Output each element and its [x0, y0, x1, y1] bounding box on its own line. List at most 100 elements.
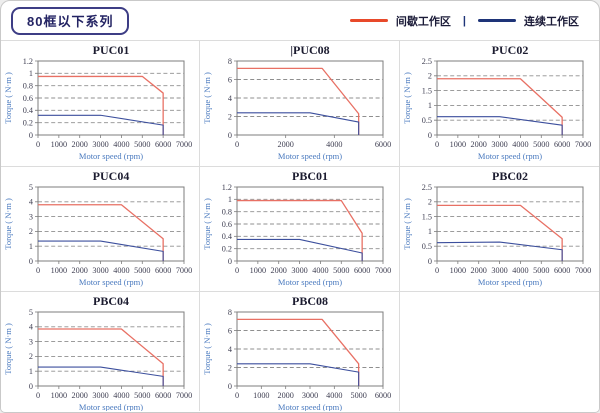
x-tick-label: 6000: [155, 140, 171, 149]
x-tick-label: 7000: [176, 266, 192, 275]
x-tick-label: 4000: [512, 266, 528, 275]
chart-title: PBC08: [292, 294, 328, 308]
y-tick-label: 0.8: [222, 207, 232, 216]
y-tick-label: 1: [428, 101, 432, 110]
x-tick-label: 0: [36, 266, 40, 275]
x-tick-label: 7000: [375, 266, 391, 275]
x-tick-label: 4000: [326, 140, 342, 149]
plot-area: [37, 186, 185, 262]
y-tick-label: 0.6: [23, 94, 33, 103]
chart-title: PBC02: [492, 169, 528, 183]
x-tick-label: 2000: [470, 266, 486, 275]
x-tick-label: 7000: [574, 266, 590, 275]
chart-PUC04: 0 1 2 3 4 5 0 1000 2000 3000 4000 5000 6000 7000 PUC04…: [3, 169, 192, 287]
x-tick-label: 2000: [470, 140, 486, 149]
chart-cell-PBC04: 0 1 2 3 4 5 0 1000 2000 3000 4000 5000 6000 7000 PBC04…: [1, 292, 201, 411]
y-tick-label: 0: [29, 131, 33, 140]
chart-cell-PUC04: 0 1 2 3 4 5 0 1000 2000 3000 4000 5000 6000 7000 PUC04…: [1, 167, 201, 292]
continuous-line-icon: [478, 19, 516, 22]
x-tick-label: 3000: [92, 140, 108, 149]
x-tick-label: 2000: [72, 140, 88, 149]
series-intermittent: [38, 204, 164, 261]
x-tick-label: 1000: [51, 266, 67, 275]
y-tick-label: 8: [228, 57, 232, 66]
x-tick-label: 6000: [554, 140, 570, 149]
plot-area: [436, 60, 584, 136]
y-axis-label: Torque ( N·m ): [202, 323, 212, 375]
x-tick-label: 7000: [176, 140, 192, 149]
series-intermittent: [436, 78, 563, 135]
chart-title: |PUC08: [291, 43, 330, 57]
legend-item-intermittent: 间歇工作区: [349, 13, 451, 29]
series-continuous: [436, 241, 563, 261]
chart-PBC08: 0 2 4 6 8 0 1000 2000 3000 4000 5000 6000 PBC08 Motor…: [202, 294, 391, 411]
series-continuous: [237, 112, 360, 135]
series-intermittent: [436, 204, 563, 261]
plot-area: [436, 186, 584, 262]
chart-cell-PUC02: 0 0.5 1 1.5 2 2.5 0 1000 2000 3000 4000 5000 6000 700…: [399, 41, 599, 167]
y-tick-label: 6: [228, 326, 232, 335]
y-tick-label: 4: [228, 94, 232, 103]
y-tick-label: 3: [29, 337, 33, 346]
x-tick-label: 4000: [113, 391, 129, 400]
x-tick-label: 6000: [554, 266, 570, 275]
y-tick-label: 1: [29, 367, 33, 376]
y-tick-label: 0: [29, 382, 33, 391]
legend: 间歇工作区 | 连续工作区: [349, 13, 579, 29]
x-tick-label: 1000: [51, 391, 67, 400]
x-tick-label: 6000: [155, 391, 171, 400]
y-tick-label: 0.5: [421, 242, 431, 251]
y-tick-label: 8: [228, 308, 232, 317]
y-tick-label: 2: [29, 227, 33, 236]
x-tick-label: 5000: [333, 266, 349, 275]
y-axis-label: Torque ( N·m ): [3, 198, 13, 250]
legend-item-continuous: 连续工作区: [478, 13, 579, 29]
chart-PBC02: 0 0.5 1 1.5 2 2.5 0 1000 2000 3000 4000 5000 6000 700…: [402, 169, 591, 287]
y-tick-label: 2: [228, 112, 232, 121]
x-tick-label: 2000: [72, 266, 88, 275]
x-tick-label: 3000: [491, 140, 507, 149]
x-tick-label: 4000: [326, 391, 342, 400]
y-tick-label: 1.2: [222, 183, 232, 192]
x-tick-label: 2000: [278, 140, 294, 149]
legend-label-intermittent: 间歇工作区: [395, 15, 451, 28]
y-tick-label: 4: [29, 198, 33, 207]
chart-PBC04: 0 1 2 3 4 5 0 1000 2000 3000 4000 5000 6000 7000 PBC04…: [3, 294, 192, 411]
y-tick-label: 6: [228, 75, 232, 84]
chart-title: PUC02: [491, 43, 528, 57]
plot-area: [37, 311, 185, 387]
x-tick-label: 5000: [533, 266, 549, 275]
x-tick-label: 4000: [113, 140, 129, 149]
x-tick-label: 0: [235, 266, 239, 275]
legend-label-continuous: 连续工作区: [524, 15, 579, 28]
x-axis-label: Motor speed (rpm): [478, 277, 542, 287]
chart-grid: 0 0.2 0.4 0.6 0.8 1 1.2 0 1000 2000 3000 4000 5000 60…: [1, 41, 599, 411]
x-axis-label: Motor speed (rpm): [478, 151, 542, 161]
y-tick-label: 0: [428, 257, 432, 266]
y-axis-label: Torque ( N·m ): [202, 72, 212, 124]
empty-cell: [399, 292, 599, 411]
x-tick-label: 3000: [302, 391, 318, 400]
header: 80框以下系列 间歇工作区 | 连续工作区: [1, 1, 599, 41]
y-tick-label: 0: [29, 257, 33, 266]
y-tick-label: 0.4: [23, 106, 33, 115]
series-intermittent: [237, 199, 364, 261]
x-tick-label: 0: [435, 266, 439, 275]
x-tick-label: 5000: [134, 391, 150, 400]
x-tick-label: 0: [235, 140, 239, 149]
x-tick-label: 3000: [92, 391, 108, 400]
x-tick-label: 1000: [449, 266, 465, 275]
x-tick-label: 0: [36, 391, 40, 400]
x-tick-label: 0: [235, 391, 239, 400]
y-axis-label: Torque ( N·m ): [202, 198, 212, 250]
series-continuous: [436, 116, 563, 135]
x-tick-label: 6000: [375, 140, 391, 149]
y-tick-label: 0.6: [222, 220, 232, 229]
series-continuous: [237, 238, 364, 261]
chart-PUC08: 0 2 4 6 8 0 2000 4000 6000 |PUC08 Motor speed (rpm…: [202, 43, 391, 161]
y-tick-label: 5: [29, 308, 33, 317]
y-tick-label: 0.4: [222, 232, 232, 241]
chart-PBC01: 0 0.2 0.4 0.6 0.8 1 1.2 0 1000 2000 3000 4000 5000 60…: [202, 169, 391, 287]
y-tick-label: 0: [228, 131, 232, 140]
